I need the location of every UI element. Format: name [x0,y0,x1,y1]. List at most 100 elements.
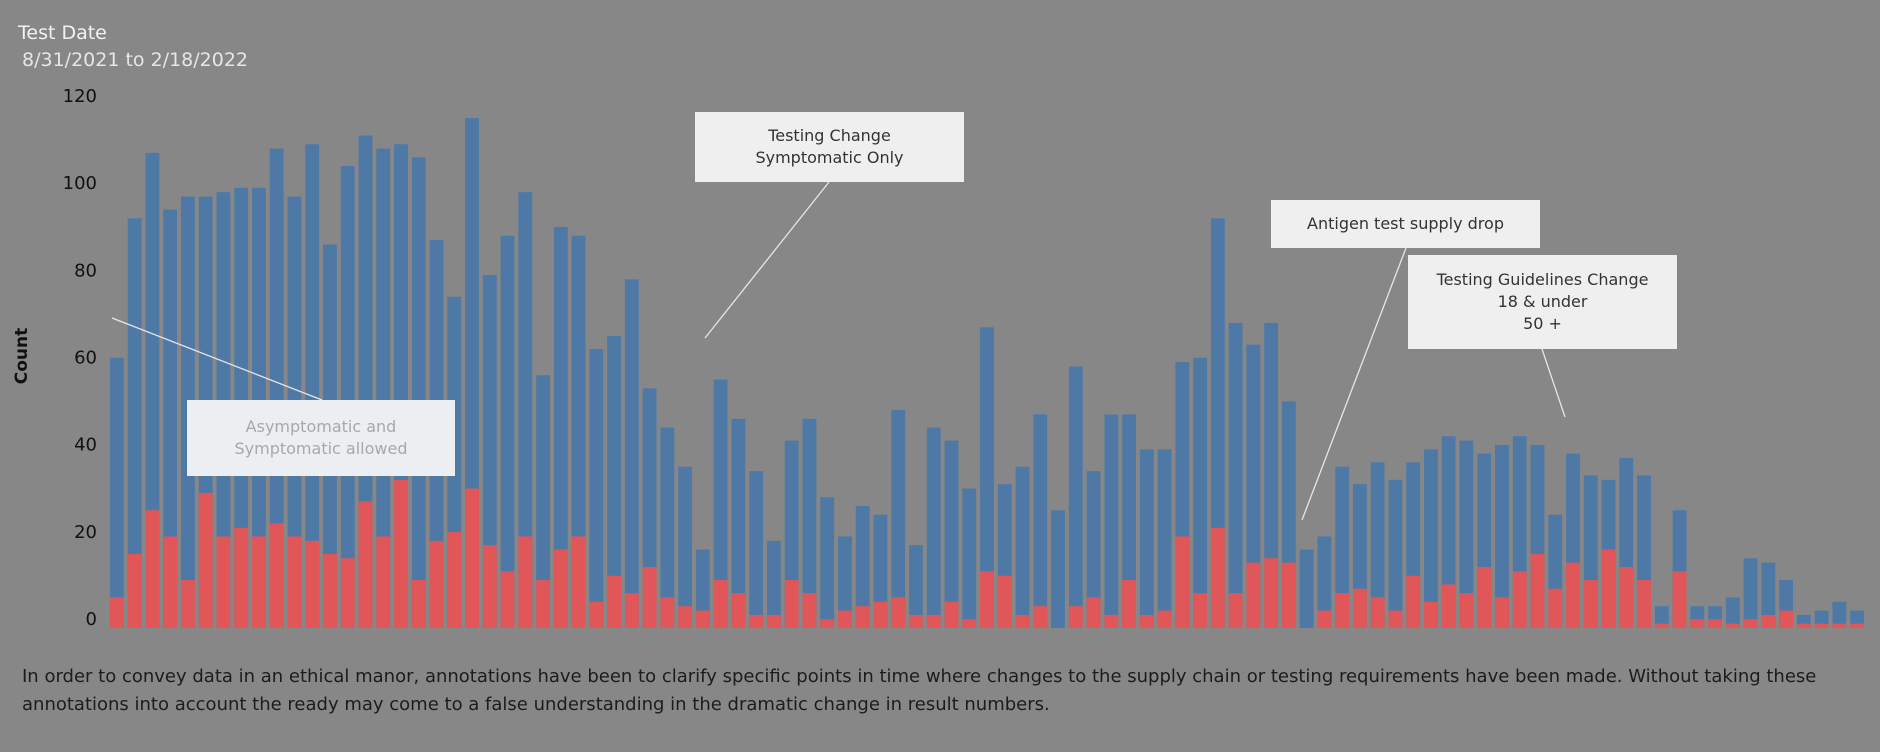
bar-red [1779,610,1794,628]
bar-blue [855,505,870,628]
bar-red [571,536,586,628]
bar-red [909,614,923,628]
bar-red [838,610,852,628]
bar-red [411,580,426,628]
bar-red [962,619,977,628]
bar-red [1654,623,1669,628]
leader-guidelines [1541,348,1566,418]
bar-red [589,601,604,628]
bar-red [642,566,657,628]
annotation-antigen-text: Antigen test supply drop [1307,214,1504,233]
y-tick-label: 40 [74,435,97,456]
bar-blue [607,335,622,628]
bar-blue [820,497,835,628]
bar-red [1264,558,1279,628]
footnote: In order to convey data in an ethical ma… [22,666,1817,715]
bar-red [518,536,533,628]
y-tick-label: 60 [74,348,97,369]
bar-red [731,593,746,628]
bar-blue [1459,440,1474,628]
red-series-bars [109,479,1865,629]
bar-blue [624,279,639,628]
bar-blue [482,274,497,628]
annotation-guidelines: Testing Guidelines Change 18 & under 50 … [1408,255,1677,349]
bar-blue [411,157,426,629]
bar-red [1370,597,1385,628]
bar-red [394,479,408,628]
annotation-guidelines-text: Testing Guidelines Change 18 & under 50 … [1436,270,1649,333]
bar-blue [713,379,728,628]
bar-blue [1424,449,1438,628]
bar-blue [838,536,852,628]
bar-blue [1654,606,1669,628]
bar-blue [376,148,391,628]
bar-red [305,540,320,628]
leader-antigen [1301,247,1407,521]
bar-red [323,553,337,628]
bar-red [1033,606,1048,628]
bar-red [252,536,266,628]
bar-red [660,597,675,628]
bar-red [713,580,728,628]
bar-blue [145,152,160,628]
bar-blue [1122,414,1136,628]
bar-red [1495,597,1509,628]
bar-blue [340,166,355,628]
bar-red [944,601,959,628]
bar-red [1725,623,1740,628]
bar-red [873,601,888,628]
bar-blue [1495,444,1509,628]
bar-red [1068,606,1083,628]
bar-red [1672,571,1687,628]
bar-blue [1441,436,1456,628]
bar-blue [731,418,746,628]
bar-blue [589,349,604,628]
bar-red [358,501,373,628]
bar-blue [926,427,941,628]
bar-red [997,575,1012,628]
bar-blue [944,440,959,628]
bar-red [1796,623,1811,628]
bar-blue [1228,322,1243,628]
bar-red [340,558,355,628]
bar-blue [1299,549,1314,628]
bar-blue [1051,510,1065,628]
chart-title: Test Date [18,22,107,44]
bar-blue [1388,479,1403,628]
bar-red [145,510,160,628]
bar-red [482,545,497,628]
y-tick-label: 0 [86,609,97,630]
bar-red [1512,571,1527,628]
bar-blue [1104,414,1119,628]
bar-red [465,488,479,628]
bar-red [855,606,870,628]
bar-red [127,553,142,628]
bar-blue [909,545,923,628]
bar-red [1761,614,1776,628]
bar-blue [1761,562,1776,629]
bar-blue [127,218,142,628]
bar-red [1424,601,1438,628]
bar-blue [1139,449,1154,628]
bar-blue [749,471,764,628]
bar-blue [980,327,994,628]
bar-red [1139,614,1154,628]
bar-red [553,549,568,628]
bar-red [1246,562,1261,629]
bar-blue [1317,536,1332,628]
bar-blue [1033,414,1048,628]
bar-red [1210,527,1225,628]
bar-blue [269,148,284,628]
bar-red [1832,623,1847,628]
bar-blue [766,540,781,628]
annotation-testing-change-text: Testing Change Symptomatic Only [755,126,904,167]
bar-blue [1068,366,1083,628]
bar-blue [660,427,675,628]
bar-red [749,614,764,628]
bar-red [1583,580,1598,628]
bar-red [216,536,231,628]
bar-red [1281,562,1296,629]
bar-red [1548,588,1563,628]
bar-red [1122,580,1136,628]
